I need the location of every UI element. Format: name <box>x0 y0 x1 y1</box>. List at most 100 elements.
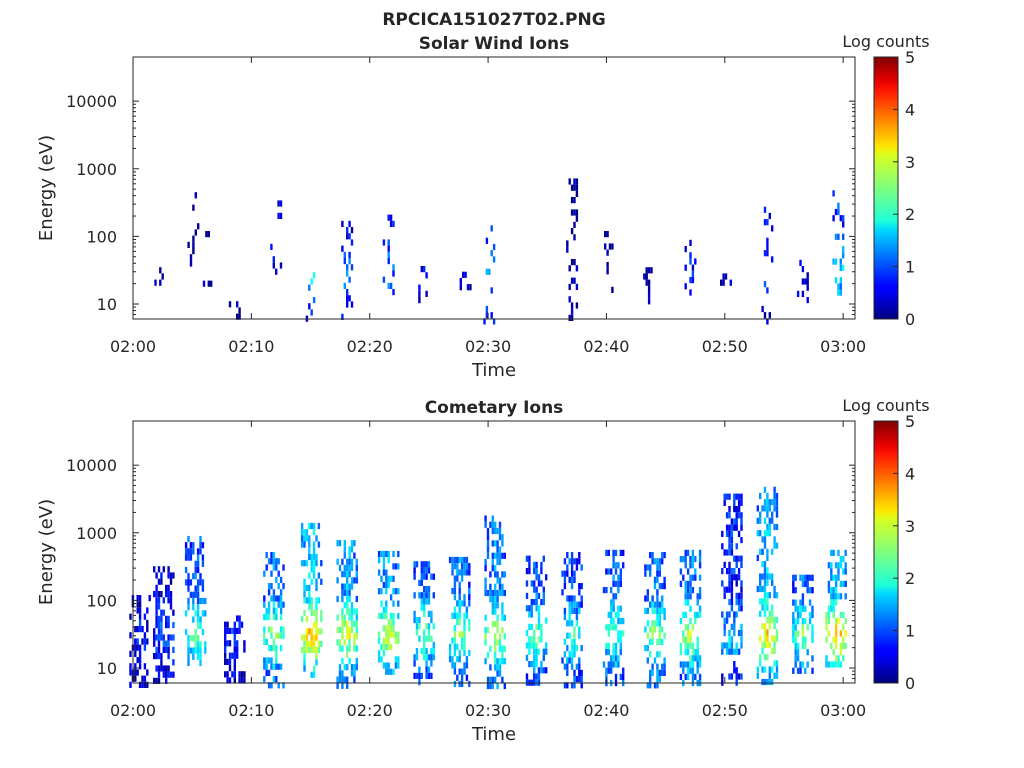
heatmap-cell <box>728 630 731 637</box>
heatmap-cell <box>348 608 351 615</box>
heatmap-cell <box>265 614 268 621</box>
heatmap-cell <box>189 254 193 261</box>
heatmap-cell <box>303 659 306 666</box>
heatmap-cell <box>740 555 743 562</box>
heatmap-cell <box>740 636 743 643</box>
heatmap-cell <box>489 645 492 652</box>
heatmap-cell <box>192 235 195 242</box>
heatmap-cell <box>545 642 548 649</box>
heatmap-cell <box>315 535 318 542</box>
heatmap-cell <box>272 645 276 652</box>
heatmap-cell <box>756 517 759 524</box>
heatmap-cell <box>525 630 529 637</box>
heatmap-cell <box>143 638 147 645</box>
heatmap-cell <box>735 599 738 606</box>
heatmap-cell <box>263 601 266 608</box>
heatmap-cell <box>775 492 779 500</box>
heatmap-cell <box>761 678 764 686</box>
heatmap-cell <box>348 546 351 553</box>
heatmap-cell <box>811 624 814 631</box>
heatmap-cell <box>141 638 144 645</box>
heatmap-cell <box>453 637 457 644</box>
panel-title: Solar Wind Ions <box>419 34 570 54</box>
heatmap-cell <box>766 219 769 226</box>
heatmap-cell <box>453 575 457 582</box>
heatmap-cell <box>566 552 569 559</box>
heatmap-cell <box>494 540 497 547</box>
heatmap-cell <box>275 645 278 652</box>
heatmap-cell <box>494 633 497 640</box>
heatmap-cell <box>737 512 741 519</box>
heatmap-cell <box>451 612 454 619</box>
heatmap-cell <box>389 282 393 289</box>
heatmap-cell <box>353 676 356 683</box>
heatmap-cell <box>279 607 283 614</box>
heatmap-cell <box>568 651 571 658</box>
heatmap-cell <box>385 631 388 638</box>
heatmap-cell <box>155 603 158 610</box>
heatmap-cell <box>837 549 840 556</box>
heatmap-cell <box>387 282 390 289</box>
heatmap-cell <box>614 655 618 662</box>
heatmap-cell <box>243 640 246 647</box>
heatmap-cell <box>486 627 490 634</box>
heatmap-cell <box>811 667 814 674</box>
heatmap-cell <box>343 540 346 547</box>
heatmap-cell <box>617 580 620 587</box>
heatmap-cell <box>766 499 769 506</box>
heatmap-cell <box>834 599 838 606</box>
heatmap-cell <box>656 595 659 602</box>
heatmap-cell <box>172 659 175 666</box>
heatmap-cell <box>545 617 548 624</box>
heatmap-cell <box>355 614 358 621</box>
heatmap-cell <box>496 658 499 665</box>
heatmap-cell <box>533 636 536 643</box>
heatmap-cell <box>453 606 457 613</box>
heatmap-cell <box>568 632 571 639</box>
heatmap-cell <box>157 578 161 585</box>
heatmap-cell <box>303 640 306 647</box>
heatmap-cell <box>494 639 497 646</box>
heatmap-cell <box>730 599 734 606</box>
x-ticks: 02:00 02:10 02:20 02:30 02:40 02:50 03:00 <box>110 57 866 356</box>
heatmap-cell <box>806 297 809 304</box>
heatmap-cell <box>761 305 764 313</box>
heatmap-cell <box>494 602 497 609</box>
heatmap-cell <box>653 657 657 664</box>
heatmap-cell <box>346 602 349 609</box>
heatmap-cell <box>425 648 428 655</box>
heatmap-cell <box>844 618 847 625</box>
heatmap-cell <box>267 558 271 565</box>
heatmap-cell <box>575 676 579 683</box>
heatmap-cell <box>389 643 393 651</box>
heatmap-cell <box>834 277 838 284</box>
heatmap-cell <box>686 673 690 680</box>
heatmap-cell <box>568 614 571 621</box>
heatmap-cell <box>661 663 664 670</box>
heatmap-cell <box>698 605 702 612</box>
heatmap-cell <box>415 617 419 624</box>
heatmap-cell <box>649 626 652 633</box>
heatmap-cell <box>336 558 339 565</box>
heatmap-cell <box>308 597 311 604</box>
heatmap-cell <box>346 589 349 596</box>
heatmap-cell <box>279 663 283 670</box>
heatmap-cell <box>721 530 724 537</box>
heatmap-cell <box>320 640 323 647</box>
heatmap-cell <box>238 677 241 684</box>
heatmap-cell <box>682 661 685 668</box>
heatmap-cell <box>563 663 567 670</box>
heatmap-cell <box>425 623 428 630</box>
heatmap-cell <box>653 620 657 627</box>
heatmap-cell <box>462 271 465 278</box>
heatmap-cell <box>656 651 659 658</box>
heatmap-cell <box>270 558 273 565</box>
heatmap-cell <box>243 646 246 653</box>
heatmap-cell <box>194 628 197 636</box>
heatmap-cell <box>343 583 346 590</box>
heatmap-cell <box>528 611 531 618</box>
heatmap-cell <box>267 669 271 676</box>
heatmap-cell <box>387 214 390 221</box>
heatmap-cell <box>740 580 743 587</box>
